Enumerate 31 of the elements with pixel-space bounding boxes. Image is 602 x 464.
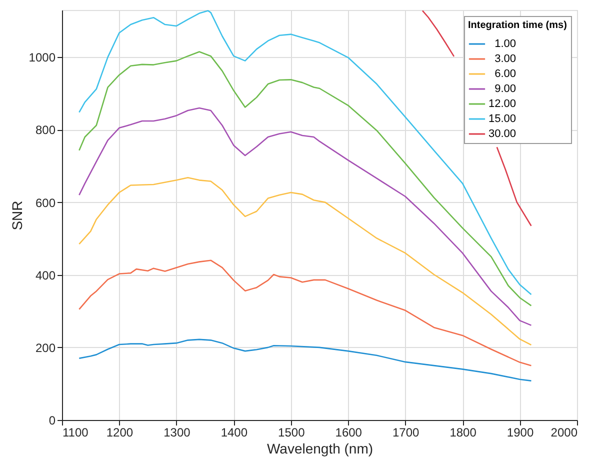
line-series xyxy=(78,51,532,306)
line-series xyxy=(78,260,532,366)
x-tick-label: 1100 xyxy=(62,426,89,440)
y-tick-label: 400 xyxy=(35,268,56,282)
x-tick-label: 1900 xyxy=(506,426,534,440)
x-tick-label: 1700 xyxy=(392,426,420,440)
legend-label: 15.00 xyxy=(488,113,516,125)
y-tick-label: 0 xyxy=(48,414,56,428)
x-tick-label: 1500 xyxy=(278,426,306,440)
y-tick-label: 600 xyxy=(35,196,56,210)
y-tick-label: 1000 xyxy=(28,50,56,65)
y-tick-label: 800 xyxy=(35,123,56,138)
x-tick-label: 1300 xyxy=(164,426,191,440)
line-series xyxy=(78,176,532,346)
x-tick-label: 1400 xyxy=(220,426,248,440)
legend-label: 1.00 xyxy=(494,38,516,50)
x-axis-title: Wavelength (nm) xyxy=(266,440,374,456)
legend-label: 30.00 xyxy=(488,128,516,140)
legend-label: 6.00 xyxy=(494,68,516,80)
x-tick-label: 1200 xyxy=(106,426,134,440)
y-axis-title: SNR xyxy=(8,200,25,230)
x-tick-label: 1600 xyxy=(335,426,362,440)
legend-label: 12.00 xyxy=(488,98,516,110)
y-tick-label: 200 xyxy=(35,340,56,355)
x-tick-label: 1800 xyxy=(450,426,477,440)
line-series xyxy=(78,107,532,326)
x-tick-label: 2000 xyxy=(550,426,578,440)
line-series xyxy=(78,338,532,382)
legend-title: Integration time (ms) xyxy=(468,20,567,31)
legend-label: 3.00 xyxy=(494,53,516,65)
legend-label: 9.00 xyxy=(494,83,516,95)
